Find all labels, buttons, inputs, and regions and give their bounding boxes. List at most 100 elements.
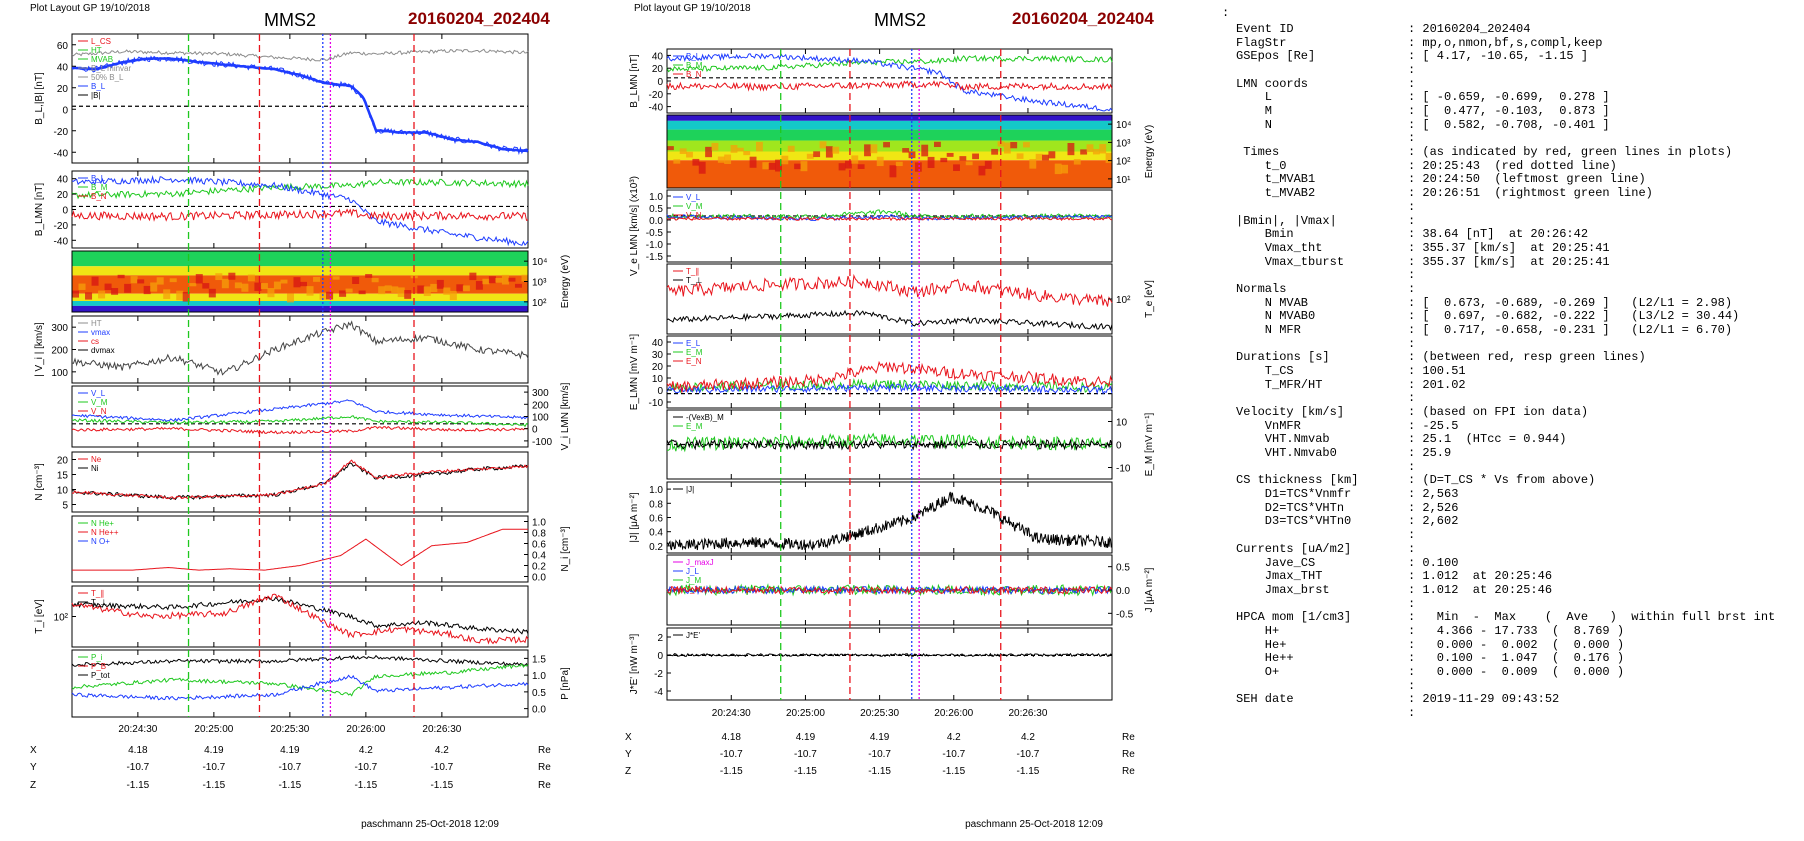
- y-axis-label: T_i [eV]: [34, 599, 45, 634]
- spectrogram-cell: [300, 281, 308, 287]
- y-tick-label: -20: [54, 127, 69, 138]
- info-value: :: [1408, 336, 1416, 351]
- spectrogram-cell: [260, 283, 268, 290]
- spectrogram-cell: [443, 287, 451, 295]
- info-value: : [ -0.659, -0.699, 0.278 ]: [1408, 90, 1610, 105]
- orbit-unit: Re: [1122, 766, 1135, 777]
- spectrogram-cell: [384, 285, 392, 291]
- spectrogram-cell: [228, 272, 236, 280]
- y-axis-label: N [cm⁻³]: [34, 463, 45, 501]
- plot-footer: paschmann 25-Oct-2018 12:09: [965, 819, 1103, 830]
- y-tick-label: 10²: [532, 298, 547, 309]
- info-row: He++: 0.100 - 1.047 ( 0.176 ): [1236, 651, 1624, 665]
- spectrogram-cell: [762, 162, 770, 170]
- info-key: Vmax_tburst: [1236, 254, 1345, 269]
- orbit-value: 4.19: [870, 732, 890, 743]
- spectrogram-cell: [436, 279, 444, 289]
- path: [71, 596, 529, 635]
- info-row: :: [1236, 337, 1415, 351]
- panel-3: 10⁴ 10³ 10² Energy (eV): [71, 250, 571, 313]
- spectrogram-cell: [984, 160, 992, 169]
- spectrogram-cell: [85, 292, 93, 300]
- path: [666, 309, 1113, 332]
- spectrogram-cell: [202, 283, 210, 289]
- y-tick-label: 0.0: [532, 705, 546, 716]
- info-row: VHT.Nmvab0: 25.9: [1236, 446, 1451, 460]
- y-tick-label: 20: [652, 362, 664, 373]
- y-tick-label: 15: [57, 471, 69, 482]
- y-axis-label: J*E' [nW m⁻³]: [629, 634, 640, 695]
- info-value: : [ 0.477, -0.103, 0.873 ]: [1408, 104, 1610, 119]
- spectrogram-cell: [306, 286, 314, 296]
- panel-frame: [666, 627, 1113, 701]
- info-row: VHT.Nmvab: 25.1 (HTcc = 0.944): [1236, 432, 1567, 446]
- legend-entry: L_CS: [91, 37, 111, 46]
- spectrogram-cell: [1080, 149, 1088, 155]
- info-value: : -25.5: [1408, 418, 1459, 433]
- spectrogram-cell: [449, 290, 457, 301]
- info-value: :: [1408, 678, 1416, 693]
- spectrogram-cell: [914, 162, 922, 172]
- y-tick-label: 300: [51, 323, 68, 334]
- legend-entry: N He+: [91, 519, 114, 528]
- y-axis-label: E_LMN [mV m⁻¹]: [629, 334, 640, 411]
- y-tick-label: 0.4: [532, 551, 546, 562]
- y-tick-label: 0.0: [532, 573, 546, 584]
- path: [666, 377, 1113, 394]
- y-axis-label: P [nPa]: [560, 667, 571, 700]
- info-key: D3=TCS*VHTn0: [1236, 514, 1352, 529]
- legend-entry: V_N: [91, 407, 107, 416]
- info-value: : Min - Max ( Ave ) within full brst int: [1408, 610, 1776, 625]
- spectrogram-cell: [501, 274, 509, 285]
- info-value: :: [1408, 541, 1416, 556]
- info-row: T_CS: 100.51: [1236, 364, 1466, 378]
- info-value: : 0.100 - 1.047 ( 0.176 ): [1408, 651, 1625, 666]
- path: [666, 54, 1113, 73]
- spectrogram-cell: [1029, 158, 1037, 169]
- info-value: :: [1408, 268, 1416, 283]
- info-value: : 2,526: [1408, 500, 1459, 515]
- spacecraft-title: MMS2: [264, 10, 316, 30]
- info-row: t_MVAB2: 20:26:51 (rightmost green line): [1236, 186, 1653, 200]
- y-tick-label: 20: [57, 84, 69, 95]
- x-tick-label: 20:25:00: [786, 708, 825, 719]
- spectrogram-cell: [756, 141, 763, 152]
- spectrogram-cell: [1054, 163, 1062, 175]
- x-tick-label: 20:26:00: [346, 724, 385, 735]
- path: [71, 56, 529, 153]
- panel-2: 40 20 0 -20 -40 B_LMN [nT] B_LB_MB_N: [34, 170, 529, 249]
- y-tick-label: -1.5: [646, 252, 664, 263]
- y-axis-label: J [μA m⁻²]: [1144, 567, 1155, 612]
- orbit-value: 4.19: [796, 732, 816, 743]
- legend-entry: Ne: [91, 455, 102, 464]
- info-value: :: [1408, 213, 1416, 228]
- panel-9: 2 0 -2 -4 J*E' [nW m⁻³] J*E': [629, 627, 1113, 701]
- orbit-value: -1.15: [794, 766, 817, 777]
- info-value: : 1.012 at 20:25:46: [1408, 569, 1553, 584]
- info-value: : 20:25:43 (red dotted line): [1408, 158, 1617, 173]
- legend-entry: J_N: [686, 585, 700, 594]
- y-tick-label: 0.6: [649, 514, 663, 525]
- y-tick-label: -100: [532, 437, 552, 448]
- spectrogram-cell: [819, 141, 827, 149]
- info-row: N MFR: [ 0.717, -0.658, -0.231 ] (L2/L1 …: [1236, 323, 1732, 337]
- info-value: : (based on FPI ion data): [1408, 405, 1589, 420]
- info-row: Jmax_THT: 1.012 at 20:25:46: [1236, 569, 1552, 583]
- info-value: :: [1408, 706, 1416, 720]
- y-tick-label: 20: [57, 190, 69, 201]
- spectrogram-cell: [221, 278, 229, 289]
- spectrogram-cell: [195, 274, 203, 284]
- legend-entry: B_M: [91, 183, 108, 192]
- spectrogram-cell: [241, 283, 249, 292]
- panel-9: 1.5 1.0 0.5 0.0 P [nPa] P_iP_BP_tot: [71, 649, 571, 718]
- info-row: N: [ 0.582, -0.708, -0.401 ]: [1236, 118, 1610, 132]
- spectrogram-cell: [267, 287, 275, 298]
- y-tick-label: 0.5: [1116, 563, 1130, 574]
- spectrogram-band: [667, 120, 1112, 130]
- plot-header: Plot layout GP 19/10/2018: [634, 3, 751, 14]
- y-tick-label: -40: [54, 148, 69, 159]
- y-tick-label: 0: [657, 77, 663, 88]
- spectrogram-band: [667, 151, 1112, 161]
